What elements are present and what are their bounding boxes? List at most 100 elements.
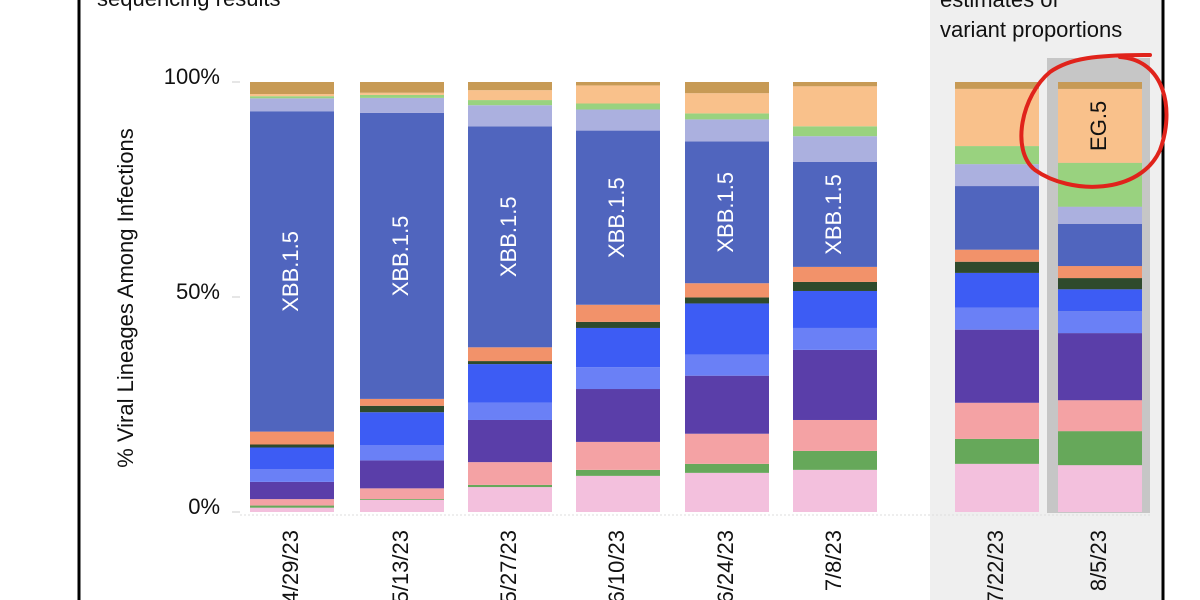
- bar-segment: [793, 86, 877, 127]
- bar-segment: [1058, 333, 1142, 401]
- bar-label: XBB.1.5: [821, 174, 846, 255]
- bar-segment: [468, 347, 552, 362]
- bar-label: EG.5: [1086, 101, 1111, 151]
- bar-segment: [360, 405, 444, 413]
- y-tick-label: 50%: [176, 279, 220, 304]
- bar-segment: [685, 82, 769, 94]
- bar-segment: [793, 327, 877, 350]
- bar-segment: [250, 431, 334, 445]
- bar-segment: [793, 290, 877, 328]
- bar-segment: [955, 146, 1039, 165]
- bar-segment: [468, 361, 552, 365]
- bar-segment: [793, 349, 877, 420]
- x-tick-label: 4/29/23: [278, 530, 303, 600]
- bar-segment: [468, 402, 552, 420]
- bar-segment: [955, 88, 1039, 147]
- bar-segment: [1058, 400, 1142, 432]
- bar-segment: [793, 161, 877, 267]
- bar-segment: [685, 433, 769, 464]
- bar-segment: [468, 484, 552, 488]
- x-tick-label: 6/10/23: [604, 530, 629, 600]
- bar-segment: [955, 307, 1039, 330]
- bar-segment: [955, 186, 1039, 250]
- bar-segment: [1058, 206, 1142, 224]
- bar-segment: [955, 261, 1039, 273]
- bar-segment: [955, 329, 1039, 403]
- bar-segment: [1058, 88, 1142, 163]
- bar-segment: [685, 283, 769, 298]
- bar-segment: [1058, 266, 1142, 279]
- bar-label: XBB.1.5: [388, 216, 413, 297]
- bar-segment: [360, 460, 444, 489]
- bar-segment: [360, 112, 444, 399]
- bar-segment: [793, 469, 877, 512]
- bar-segment: [1058, 278, 1142, 290]
- bar-segment: [576, 389, 660, 442]
- bar-segment: [468, 90, 552, 101]
- bar-segment: [576, 85, 660, 104]
- bar-segment: [468, 487, 552, 512]
- bar-segment: [1058, 311, 1142, 334]
- bar-label: XBB.1.5: [604, 177, 629, 258]
- bar-segment: [576, 103, 660, 110]
- bar-segment: [468, 126, 552, 348]
- bar-segment: [685, 297, 769, 304]
- bar-segment: [468, 105, 552, 127]
- x-tick-label: 6/24/23: [713, 530, 738, 600]
- bar-segment: [250, 469, 334, 482]
- bar-segment: [250, 505, 334, 508]
- bar-segment: [1058, 465, 1142, 512]
- bar-segment: [576, 109, 660, 131]
- bar-segment: [1058, 223, 1142, 267]
- header: sequencing results: [97, 0, 280, 11]
- bar-segment: [250, 111, 334, 432]
- y-tick-label: 100%: [164, 64, 220, 89]
- bar-segment: [360, 499, 444, 500]
- bar-segment: [793, 136, 877, 162]
- bar-segment: [360, 398, 444, 406]
- bar-segment: [250, 94, 334, 97]
- bar-label: XBB.1.5: [496, 196, 521, 277]
- bar-segment: [576, 475, 660, 512]
- bar-segment: [955, 82, 1039, 89]
- bar-segment: [685, 303, 769, 355]
- bar-segment: [955, 272, 1039, 308]
- bar-segment: [360, 92, 444, 95]
- bar-segment: [250, 82, 334, 95]
- bar-segment: [250, 499, 334, 506]
- bar-segment: [576, 130, 660, 305]
- bar-segment: [576, 82, 660, 86]
- bar-segment: [685, 93, 769, 114]
- bar-segment: [685, 463, 769, 473]
- bar-segment: [576, 469, 660, 476]
- bar-segment: [576, 441, 660, 470]
- bar-segment: [685, 354, 769, 376]
- bar-segment: [955, 438, 1039, 464]
- bar-segment: [793, 126, 877, 137]
- bar-segment: [793, 281, 877, 291]
- bar-label: XBB.1.5: [713, 172, 738, 253]
- bar-segment: [250, 447, 334, 469]
- bar-segment: [955, 463, 1039, 512]
- bar-segment: [793, 82, 877, 87]
- bar-segment: [576, 367, 660, 390]
- header: estimates of: [940, 0, 1059, 12]
- bar-segment: [685, 141, 769, 284]
- bar-segment: [360, 488, 444, 500]
- bar-segment: [360, 94, 444, 98]
- x-tick-label: 8/5/23: [1086, 530, 1111, 591]
- bar-segment: [576, 327, 660, 368]
- bar-segment: [468, 82, 552, 91]
- bar-segment: [955, 249, 1039, 262]
- header: variant proportions: [940, 17, 1122, 42]
- x-tick-label: 7/22/23: [983, 530, 1008, 600]
- bar-segment: [685, 119, 769, 142]
- bar-segment: [468, 419, 552, 463]
- bar-segment: [468, 100, 552, 106]
- bar-segment: [1058, 82, 1142, 89]
- bar-segment: [793, 450, 877, 470]
- bar-segment: [685, 472, 769, 512]
- bar-segment: [360, 412, 444, 446]
- bar-segment: [360, 82, 444, 93]
